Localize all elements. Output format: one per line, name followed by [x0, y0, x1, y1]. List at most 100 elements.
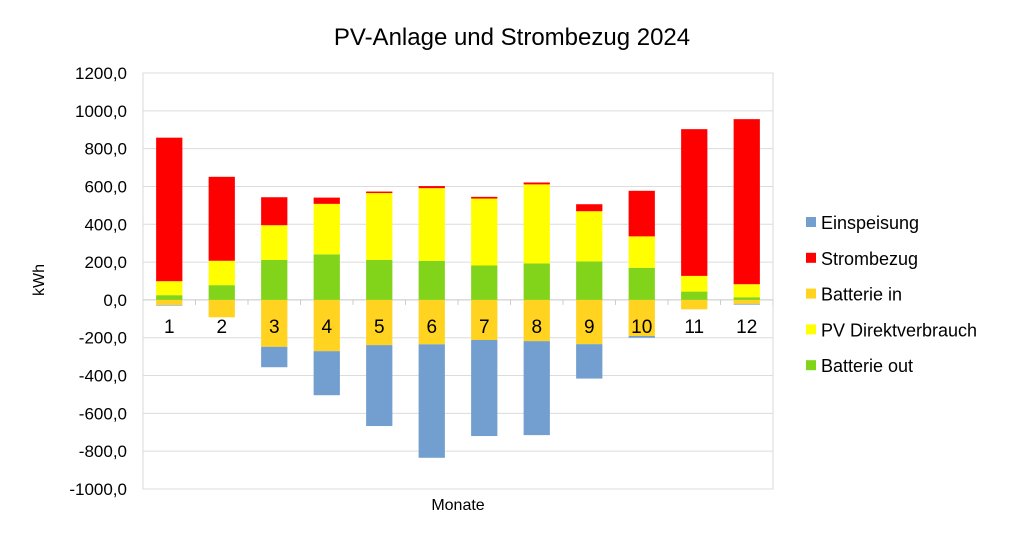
bar-strombezug-10: [628, 190, 655, 237]
x-tick-label: 7: [479, 317, 490, 338]
bar-einspeisung-6: [418, 344, 445, 458]
x-tick-label: 11: [684, 317, 704, 338]
bar-batterie-in-9: [576, 299, 603, 345]
bar-strombezug-4: [313, 197, 340, 204]
y-tick-label: -1000,0: [69, 480, 127, 499]
bar-batterie-in-11: [681, 299, 708, 310]
legend-item: Einspeisung: [806, 213, 919, 233]
bar-strombezug-9: [576, 204, 603, 212]
y-tick-label: 800,0: [84, 140, 127, 159]
y-tick-label: -600,0: [79, 404, 127, 423]
legend: Einspeisung Strombezug Batterie in PV Direk…: [806, 213, 977, 376]
x-tick-label: 1: [164, 317, 175, 338]
bar-batterie-in-3: [261, 299, 288, 347]
bars: [156, 119, 760, 458]
bar-strombezug-1: [156, 137, 183, 282]
chart-title: PV-Anlage und Strombezug 2024: [334, 24, 690, 51]
legend-swatch: [806, 217, 816, 227]
bar-pv-direktverbrauch-9: [576, 211, 603, 262]
legend-label: Einspeisung: [821, 213, 919, 233]
legend-swatch: [806, 360, 816, 371]
y-axis-label: kWh: [31, 264, 48, 296]
y-tick-label: 0,0: [103, 291, 127, 310]
bar-einspeisung-1: [156, 305, 183, 306]
bar-einspeisung-8: [523, 341, 550, 436]
y-tick-labels: -1000,0 -800,0 -600,0 -400,0 -200,0 0,0 200,0 4…: [69, 64, 127, 499]
bar-strombezug-3: [261, 197, 288, 226]
legend-item: PV Direktverbrauch: [806, 320, 977, 340]
bar-einspeisung-4: [313, 351, 340, 396]
bar-pv-direktverbrauch-8: [523, 184, 550, 264]
y-tick-label: -800,0: [79, 442, 127, 461]
bar-batterie-in-10: [628, 299, 655, 337]
legend-label: Batterie out: [821, 356, 913, 376]
bar-batterie-out-1: [156, 295, 183, 300]
y-tick-label: 200,0: [84, 253, 127, 272]
bar-strombezug-12: [733, 119, 760, 285]
bar-batterie-out-7: [471, 265, 498, 300]
bar-batterie-in-1: [156, 299, 183, 306]
legend-item: Batterie in: [806, 285, 902, 305]
bar-pv-direktverbrauch-3: [261, 225, 288, 260]
bar-batterie-out-3: [261, 259, 288, 300]
legend-item: Batterie out: [806, 356, 913, 376]
bar-batterie-out-6: [418, 260, 445, 300]
bar-batterie-in-12: [733, 299, 760, 304]
x-tick-label: 6: [426, 317, 437, 338]
bar-pv-direktverbrauch-10: [628, 236, 655, 268]
bar-pv-direktverbrauch-2: [208, 260, 235, 286]
bar-einspeisung-3: [261, 346, 288, 368]
plot-area: [142, 72, 774, 490]
bar-batterie-in-6: [418, 299, 445, 345]
bar-batterie-in-5: [366, 299, 393, 346]
bar-einspeisung-5: [366, 345, 393, 427]
bar-einspeisung-12: [733, 303, 760, 305]
bar-pv-direktverbrauch-12: [733, 284, 760, 298]
y-tick-label: 400,0: [84, 215, 127, 234]
bar-batterie-out-2: [208, 285, 235, 300]
y-tick-label: 600,0: [84, 177, 127, 196]
gridlines: [142, 72, 774, 490]
x-tick-label: 2: [216, 317, 227, 338]
bar-strombezug-8: [523, 182, 550, 185]
bar-pv-direktverbrauch-5: [366, 193, 393, 260]
bar-einspeisung-7: [471, 339, 498, 437]
x-tick-label: 4: [321, 317, 332, 338]
legend-label: Batterie in: [821, 285, 902, 305]
bar-batterie-in-4: [313, 299, 340, 352]
bar-pv-direktverbrauch-7: [471, 198, 498, 266]
bar-batterie-in-7: [471, 299, 498, 340]
bar-einspeisung-9: [576, 344, 603, 379]
legend-swatch: [806, 324, 816, 335]
bar-batterie-out-4: [313, 254, 340, 300]
x-tick-label: 12: [736, 317, 757, 338]
bar-batterie-out-9: [576, 261, 603, 300]
legend-swatch: [806, 288, 816, 299]
legend-label: Strombezug: [821, 249, 918, 269]
bar-batterie-out-10: [628, 267, 655, 300]
bar-batterie-out-11: [681, 291, 708, 300]
bar-batterie-out-12: [733, 297, 760, 300]
bar-batterie-out-8: [523, 263, 550, 300]
bar-strombezug-11: [681, 129, 708, 276]
bar-einspeisung-10: [628, 336, 655, 338]
bar-pv-direktverbrauch-6: [418, 188, 445, 261]
y-tick-label: -400,0: [79, 367, 127, 386]
x-tick-labels: 1 2 3 4 5 6 7 8 9 10 11 12: [164, 317, 757, 338]
bar-strombezug-6: [418, 186, 445, 189]
x-tick-label: 8: [531, 317, 542, 338]
bar-batterie-out-5: [366, 259, 393, 300]
y-tick-label: 1000,0: [75, 102, 127, 121]
x-tick-label: 3: [269, 317, 280, 338]
x-tick-label: 9: [584, 317, 595, 338]
bar-strombezug-5: [366, 191, 393, 194]
legend-item: Strombezug: [806, 249, 918, 269]
bar-pv-direktverbrauch-4: [313, 203, 340, 255]
y-tick-label: 1200,0: [75, 64, 127, 83]
x-axis-label: Monate: [431, 497, 484, 514]
bar-pv-direktverbrauch-1: [156, 281, 183, 296]
x-tick-label: 10: [631, 317, 652, 338]
legend-label: PV Direktverbrauch: [821, 320, 977, 340]
legend-swatch: [806, 252, 816, 263]
